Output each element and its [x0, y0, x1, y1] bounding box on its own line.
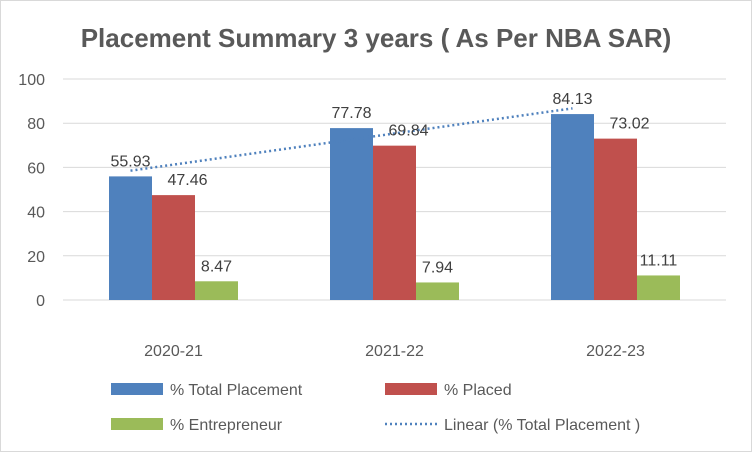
- bar: [594, 138, 637, 300]
- y-tick-label: 60: [27, 160, 45, 177]
- y-axis-ticks: 0 20 40 60 80 100: [18, 72, 45, 310]
- data-label: 84.13: [552, 91, 592, 108]
- legend-swatch: [111, 383, 163, 395]
- x-tick-label: 2021-22: [365, 343, 424, 360]
- y-tick-label: 0: [36, 293, 45, 310]
- data-label: 11.11: [640, 252, 678, 269]
- legend-label: % Placed: [444, 382, 512, 399]
- data-labels: 55.93 47.46 8.47 77.78 69.84 7.94 84.13 73.02 11…: [110, 91, 677, 276]
- y-tick-label: 100: [18, 72, 45, 89]
- bar: [416, 282, 459, 300]
- data-label: 55.93: [110, 153, 150, 170]
- data-label: 47.46: [167, 172, 207, 189]
- y-tick-label: 80: [27, 116, 45, 133]
- bar: [109, 176, 152, 300]
- bar: [330, 128, 373, 300]
- legend-label: % Entrepreneur: [170, 417, 283, 434]
- x-tick-label: 2022-23: [586, 343, 645, 360]
- data-label: 69.84: [388, 123, 428, 140]
- bar: [152, 195, 195, 300]
- y-tick-label: 20: [27, 249, 45, 266]
- bar: [637, 275, 680, 300]
- legend-swatch: [385, 383, 437, 395]
- bar: [551, 114, 594, 301]
- legend-label: % Total Placement: [170, 382, 303, 399]
- data-label: 7.94: [422, 259, 453, 276]
- legend-label: Linear (% Total Placement ): [444, 417, 640, 434]
- bar: [195, 281, 238, 300]
- data-label: 73.02: [609, 116, 649, 133]
- bars: [109, 114, 680, 301]
- legend: % Total Placement % Placed % Entrepreneur L…: [111, 382, 640, 434]
- legend-swatch: [111, 418, 163, 430]
- data-label: 8.47: [201, 258, 232, 275]
- data-label: 77.78: [331, 105, 371, 122]
- trendline-line: [130, 107, 573, 172]
- y-tick-label: 40: [27, 205, 45, 222]
- chart-title: Placement Summary 3 years ( As Per NBA S…: [81, 23, 672, 53]
- x-axis-ticks: 2020-21 2021-22 2022-23: [144, 343, 645, 360]
- trendline: [130, 107, 573, 172]
- bar: [373, 145, 416, 300]
- x-tick-label: 2020-21: [144, 343, 203, 360]
